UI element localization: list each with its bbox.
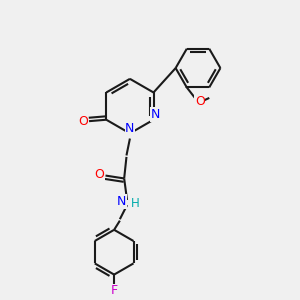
Text: H: H — [131, 197, 140, 210]
Text: O: O — [78, 115, 88, 128]
Text: N: N — [150, 108, 160, 121]
Text: O: O — [94, 168, 104, 181]
Text: N: N — [125, 122, 135, 135]
Text: N: N — [117, 195, 126, 208]
Text: O: O — [195, 95, 205, 108]
Text: F: F — [111, 284, 118, 297]
